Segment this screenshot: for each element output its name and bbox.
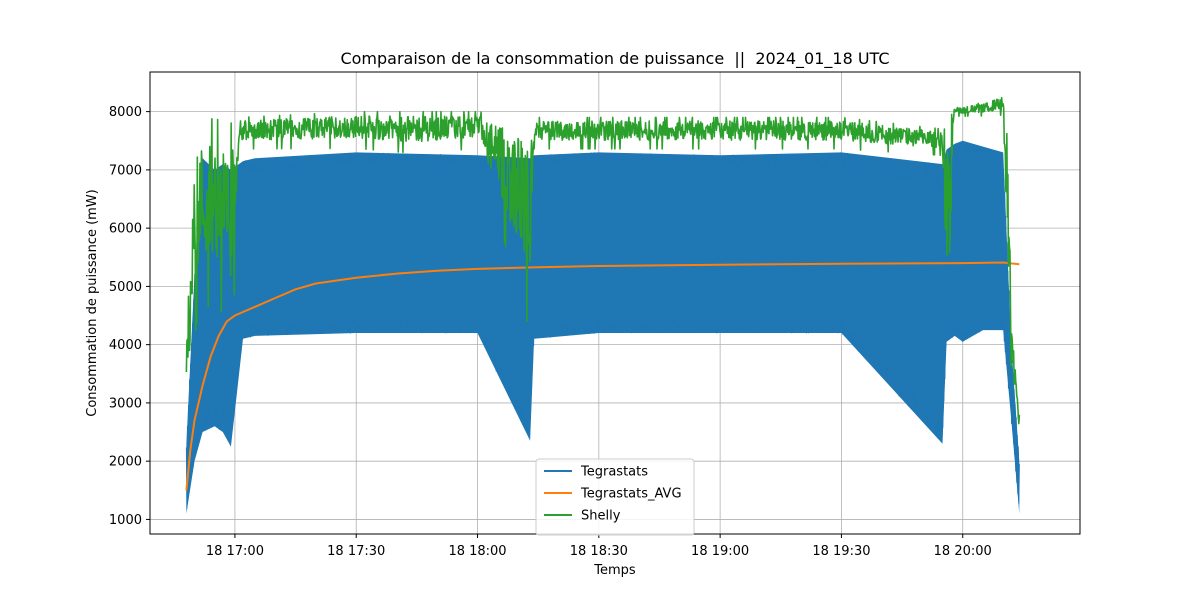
y-axis-label: Consommation de puissance (mW) bbox=[85, 189, 100, 417]
y-tick-label: 7000 bbox=[109, 163, 142, 178]
series-tegrastats bbox=[185, 140, 1020, 514]
x-tick-label: 18 18:30 bbox=[570, 544, 628, 559]
series-tegrastats-avg-line bbox=[185, 261, 1020, 491]
y-tick-label: 4000 bbox=[109, 338, 142, 353]
y-tick-label: 8000 bbox=[109, 105, 142, 120]
legend-label-shelly: Shelly bbox=[581, 509, 621, 524]
legend-box bbox=[535, 458, 695, 536]
y-tick-label: 6000 bbox=[109, 222, 142, 237]
x-tick-label: 18 18:00 bbox=[448, 544, 506, 559]
y-tick-label: 5000 bbox=[109, 280, 142, 295]
y-tick-label: 3000 bbox=[109, 396, 142, 411]
x-axis-label: Temps bbox=[593, 563, 636, 578]
series-shelly bbox=[185, 96, 1021, 425]
x-tick-label: 18 19:00 bbox=[691, 544, 749, 559]
plot-series bbox=[185, 96, 1021, 514]
series-tegrastats-line bbox=[185, 144, 1020, 509]
x-axis-ticks: 18 17:00 18 17:30 18 18:00 18 18:30 18 19:00… bbox=[206, 534, 992, 559]
y-tick-label: 1000 bbox=[109, 513, 142, 528]
y-tick-label: 2000 bbox=[109, 455, 142, 470]
y-axis-ticks: 1000 2000 3000 4000 5000 6000 7000 8000 bbox=[109, 105, 150, 528]
series-shelly-line bbox=[185, 96, 1021, 425]
series-tegrastats-avg bbox=[185, 261, 1020, 491]
chart-title: Comparaison de la consommation de puissa… bbox=[340, 49, 889, 69]
x-tick-label: 18 19:30 bbox=[812, 544, 870, 559]
x-tick-label: 18 17:30 bbox=[327, 544, 385, 559]
legend: Tegrastats Tegrastats_AVG Shelly bbox=[535, 458, 695, 536]
x-tick-label: 18 20:00 bbox=[934, 544, 992, 559]
x-tick-label: 18 17:00 bbox=[206, 544, 264, 559]
legend-label-tegrastats: Tegrastats bbox=[580, 465, 648, 480]
legend-label-tegrastats-avg: Tegrastats_AVG bbox=[580, 487, 682, 502]
